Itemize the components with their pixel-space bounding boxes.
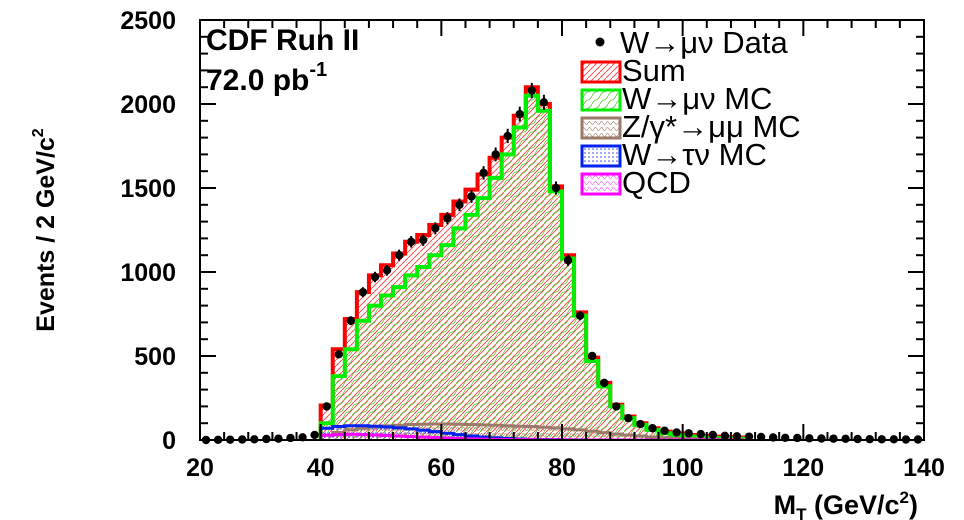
- data-point: [539, 98, 549, 107]
- data-point: [624, 413, 633, 423]
- y-tick-label: 1500: [120, 175, 176, 203]
- data-point: [720, 431, 730, 440]
- x-tick-label: 20: [186, 454, 214, 482]
- axis-ticks: [199, 19, 925, 441]
- legend-label-zgamma-mc: Z/γ*→μμ MC: [622, 109, 801, 144]
- x-axis-title: MT (GeV/c2): [774, 488, 918, 520]
- y-tick-label: 2500: [120, 7, 176, 35]
- data-point: [527, 86, 537, 95]
- y-tick-label: 1000: [120, 259, 176, 287]
- data-point: [419, 235, 428, 245]
- legend-swatch-sum: [580, 60, 622, 84]
- data-point: [406, 237, 416, 246]
- legend-label-wtaunu-mc: W→τν MC: [622, 137, 767, 172]
- luminosity-value: 72.0 pb: [206, 64, 309, 97]
- data-point: [708, 430, 718, 440]
- data-point: [660, 426, 669, 435]
- y-tick-label: 500: [134, 343, 176, 371]
- data-point: [334, 350, 343, 359]
- data-point: [696, 429, 705, 439]
- data-point: [455, 200, 464, 209]
- x-tick-label: 60: [427, 454, 455, 482]
- data-point: [587, 351, 597, 361]
- y-tick-label: 0: [162, 427, 176, 455]
- data-point: [491, 150, 500, 159]
- data-point: [817, 434, 826, 443]
- data-point: [262, 434, 271, 444]
- data-point: [346, 316, 356, 325]
- legend: W→μν Data Sum W→μν MC Z/γ*→μμ MC W→τν MC…: [580, 25, 801, 200]
- legend-swatch-wtaunu-mc: [580, 144, 622, 168]
- data-point: [648, 424, 657, 433]
- data-point: [382, 266, 392, 275]
- legend-label-qcd: QCD: [622, 165, 691, 200]
- data-point: [443, 214, 452, 223]
- data-point: [515, 109, 524, 119]
- legend-label-sum: Sum: [622, 53, 686, 88]
- luminosity-exponent: -1: [309, 59, 327, 81]
- experiment-label: CDF Run II: [206, 24, 359, 57]
- data-point: [612, 402, 621, 411]
- data-point: [322, 402, 331, 411]
- data-point: [431, 224, 440, 233]
- data-point: [563, 256, 573, 265]
- series-fill-wmunu-mc: [320, 95, 743, 440]
- legend-swatch-qcd: [580, 172, 622, 196]
- data-point: [684, 429, 693, 438]
- x-tick-label: 120: [782, 454, 824, 482]
- data-point: [853, 434, 862, 444]
- luminosity-label: 72.0 pb-1: [206, 59, 327, 97]
- data-point: [467, 192, 476, 201]
- data-point: [503, 131, 512, 141]
- legend-swatch-zgamma-mc: [580, 116, 622, 140]
- x-tick-label: 100: [662, 454, 704, 482]
- x-tick-label: 80: [548, 454, 576, 482]
- legend-label-wmunu-mc: W→μν MC: [622, 81, 772, 116]
- x-tick-label: 40: [307, 454, 335, 482]
- data-point: [310, 430, 319, 440]
- data-point: [274, 434, 283, 443]
- data-point: [394, 251, 404, 260]
- legend-marker-data: [595, 37, 605, 47]
- data-point: [841, 434, 850, 444]
- data-point: [636, 419, 645, 429]
- x-tick-label: 140: [903, 454, 945, 482]
- data-point: [575, 311, 585, 320]
- data-point: [829, 434, 838, 443]
- data-point: [479, 168, 488, 178]
- data-point: [600, 378, 609, 388]
- data-point: [672, 428, 681, 437]
- data-point: [551, 183, 561, 193]
- data-point: [358, 287, 368, 297]
- y-axis-title: Events / 2 GeV/c2: [30, 128, 60, 332]
- data-point: [732, 432, 742, 441]
- data-point: [370, 272, 380, 282]
- axis-tick-labels: 20 40 60 80 100 120 140 0 500 1000 1500 2000 2500: [120, 7, 944, 482]
- data-point: [805, 434, 814, 443]
- data-point: [744, 432, 754, 441]
- legend-swatch-wmunu-mc: [580, 88, 622, 112]
- legend-label-data: W→μν Data: [620, 25, 788, 60]
- y-tick-label: 2000: [120, 91, 176, 119]
